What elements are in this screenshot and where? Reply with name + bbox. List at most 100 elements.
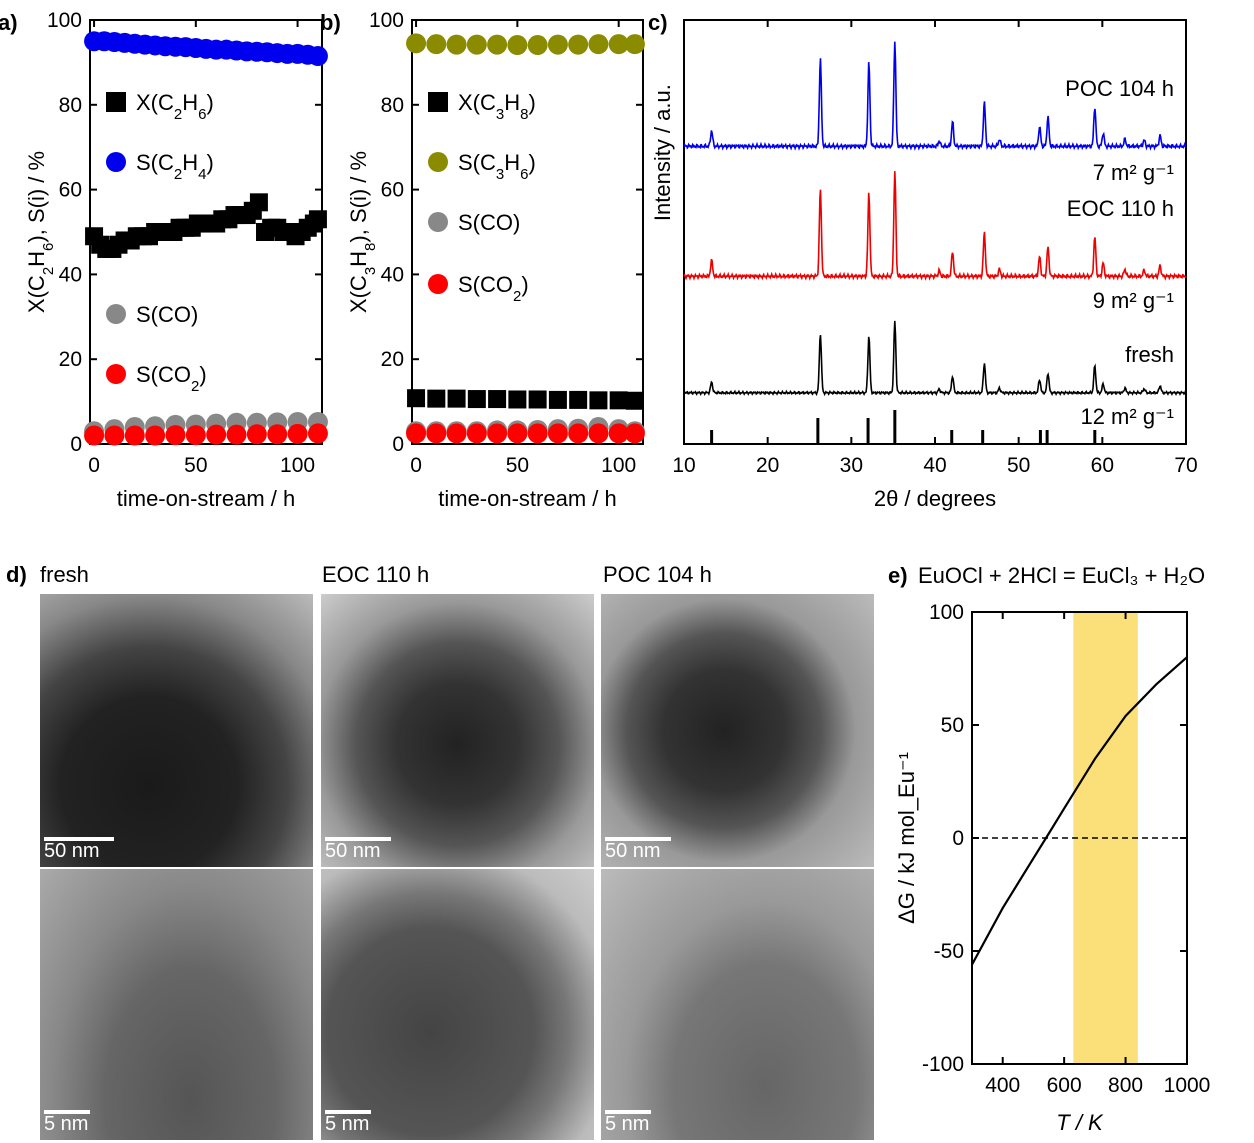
data-point [608,423,629,444]
data-point [508,390,527,409]
y-tick-label: 100 [929,601,964,624]
data-point [287,423,308,444]
y-tick-label: 0 [392,433,404,456]
data-point [246,424,267,445]
data-point [589,391,608,410]
series-X(C3H8) [407,389,644,410]
legend-marker [428,152,448,172]
scale-bar-5nm: 5 nm [325,1110,371,1136]
chart-e: -100 -50 0 50 100 400 600 800 1000 T / K ΔG / kJ m… [888,563,1210,1135]
x-tick-label: 100 [280,454,315,477]
data-point [547,34,568,55]
data-point [308,210,327,229]
y-tick-label: 20 [59,348,82,371]
data-point [527,35,548,56]
y-tick-label: -50 [934,940,964,963]
x-tick-label: 800 [1108,1074,1143,1097]
panel-letter: a) [0,10,18,35]
legend-marker [106,304,126,324]
data-point [588,34,609,55]
x-tick-label: 1000 [1164,1074,1211,1097]
xrd-pattern [683,41,1187,151]
series-S(CO2) [84,423,328,446]
tem-fresh-highres: 5 nm [40,869,313,1140]
data-point [624,34,645,55]
y-tick-label: 100 [47,9,82,32]
surface-area-label: 9 m² g⁻¹ [1093,288,1174,313]
chart-b: 0 20 40 60 80 100 0 50 100 time-on-stream / h X(C3… [320,9,645,511]
y-axis-label: ΔG / kJ mol_Eu⁻¹ [894,752,919,924]
x-tick-label: 400 [985,1074,1020,1097]
data-point [427,389,446,408]
delta-g-curve [971,656,1188,966]
x-axis-label: 2θ / degrees [874,486,996,511]
data-point [507,35,528,56]
data-point [548,390,567,409]
data-point [426,423,447,444]
data-point [145,425,166,446]
panel-letter-d: d) [6,562,27,587]
scale-bar-50nm: 50 nm [605,837,671,863]
x-tick-label: 50 [506,454,529,477]
x-tick-label: 40 [923,454,946,477]
y-axis-label: X(C3H8), S(i) / % [346,151,379,313]
legend-label: X(C3H8) [458,90,536,123]
tem-label-fresh: fresh [40,562,89,587]
xrd-pattern [683,171,1187,281]
plot-frame [411,19,644,445]
legend-label: S(CO) [458,210,520,235]
data-point [527,423,548,444]
scale-bar-5nm: 5 nm [605,1110,651,1136]
data-point [307,423,328,444]
legend-label: S(C3H6) [458,150,536,183]
data-point [568,34,589,55]
data-point [507,423,528,444]
legend-marker [428,92,448,112]
data-point [307,46,328,67]
data-point [569,390,588,409]
data-point [124,425,145,446]
legend-label: S(C2H4) [136,150,214,183]
series-X(C2H6) [85,193,327,258]
y-tick-label: 0 [70,433,82,456]
legend-marker [428,274,448,294]
y-tick-label: 80 [381,94,404,117]
y-tick-label: 60 [381,179,404,202]
legend-label: S(CO) [136,302,198,327]
scale-bar-5nm: 5 nm [44,1110,90,1136]
data-point [487,423,508,444]
tem-eoc-overview: 50 nm [321,594,594,867]
chart-a: 0 20 40 60 80 100 0 50 100 time-on-stream / h X(C2… [0,9,328,511]
panel-letter: c) [648,10,668,35]
x-tick-label: 70 [1174,454,1197,477]
y-axis-label: X(C2H6), S(i) / % [24,151,57,313]
tem-label-poc: POC 104 h [603,562,712,587]
data-point [588,423,609,444]
x-tick-label: 50 [1007,454,1030,477]
y-tick-label: 40 [381,263,404,286]
data-point [547,423,568,444]
x-axis-label: T / K [1056,1110,1104,1135]
x-axis-label: time-on-stream / h [438,486,617,511]
x-tick-label: 100 [601,454,636,477]
x-tick-label: 0 [88,454,100,477]
series-S(C3H6) [406,33,645,56]
tem-fresh-overview: 50 nm [40,594,313,867]
data-point [446,34,467,55]
data-point [466,34,487,55]
data-point [406,33,427,54]
data-point [185,425,206,446]
xrd-pattern [683,320,1187,397]
scale-bar-50nm: 50 nm [44,837,114,863]
legend-marker [106,92,126,112]
data-point [104,425,125,446]
legend-label: S(CO2) [136,362,207,395]
x-tick-label: 0 [410,454,422,477]
x-tick-label: 60 [1091,454,1114,477]
chart-c: 10 20 30 40 50 60 70 2θ / degrees Intensity / a.… [648,10,1198,511]
x-tick-label: 10 [672,454,695,477]
legend-marker [106,152,126,172]
legend-marker [106,364,126,384]
data-point [206,424,227,445]
